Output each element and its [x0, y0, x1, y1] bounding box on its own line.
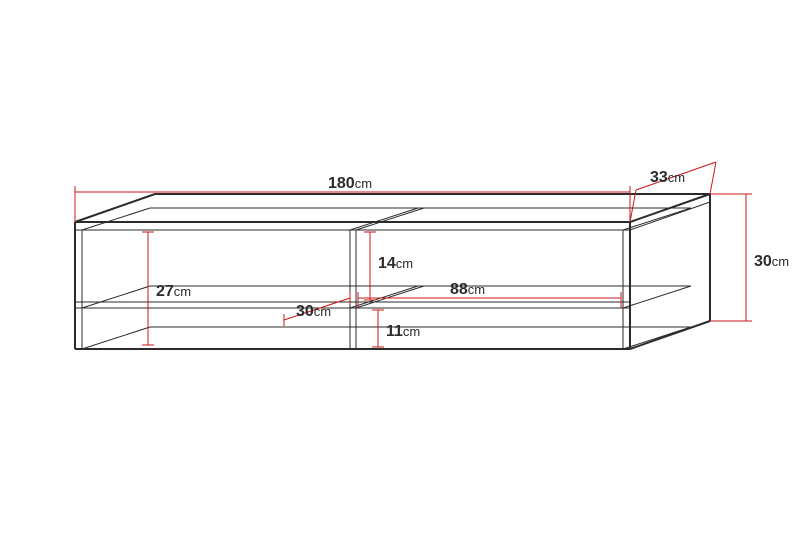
- label-shelf-depth: 30cm: [296, 303, 331, 320]
- label-height-overall: 30cm: [754, 253, 789, 270]
- dimension-lines: [75, 162, 752, 347]
- label-width-front: 180cm: [328, 175, 372, 192]
- label-lower-width: 88cm: [450, 281, 485, 298]
- label-depth-top: 33cm: [650, 169, 685, 186]
- dimension-diagram: 180cm 33cm 30cm 27cm 14cm 30cm 88cm 11cm: [0, 0, 800, 533]
- label-upper-gap: 14cm: [378, 255, 413, 272]
- label-lower-height: 11cm: [386, 323, 420, 340]
- label-inner-height-left: 27cm: [156, 283, 191, 300]
